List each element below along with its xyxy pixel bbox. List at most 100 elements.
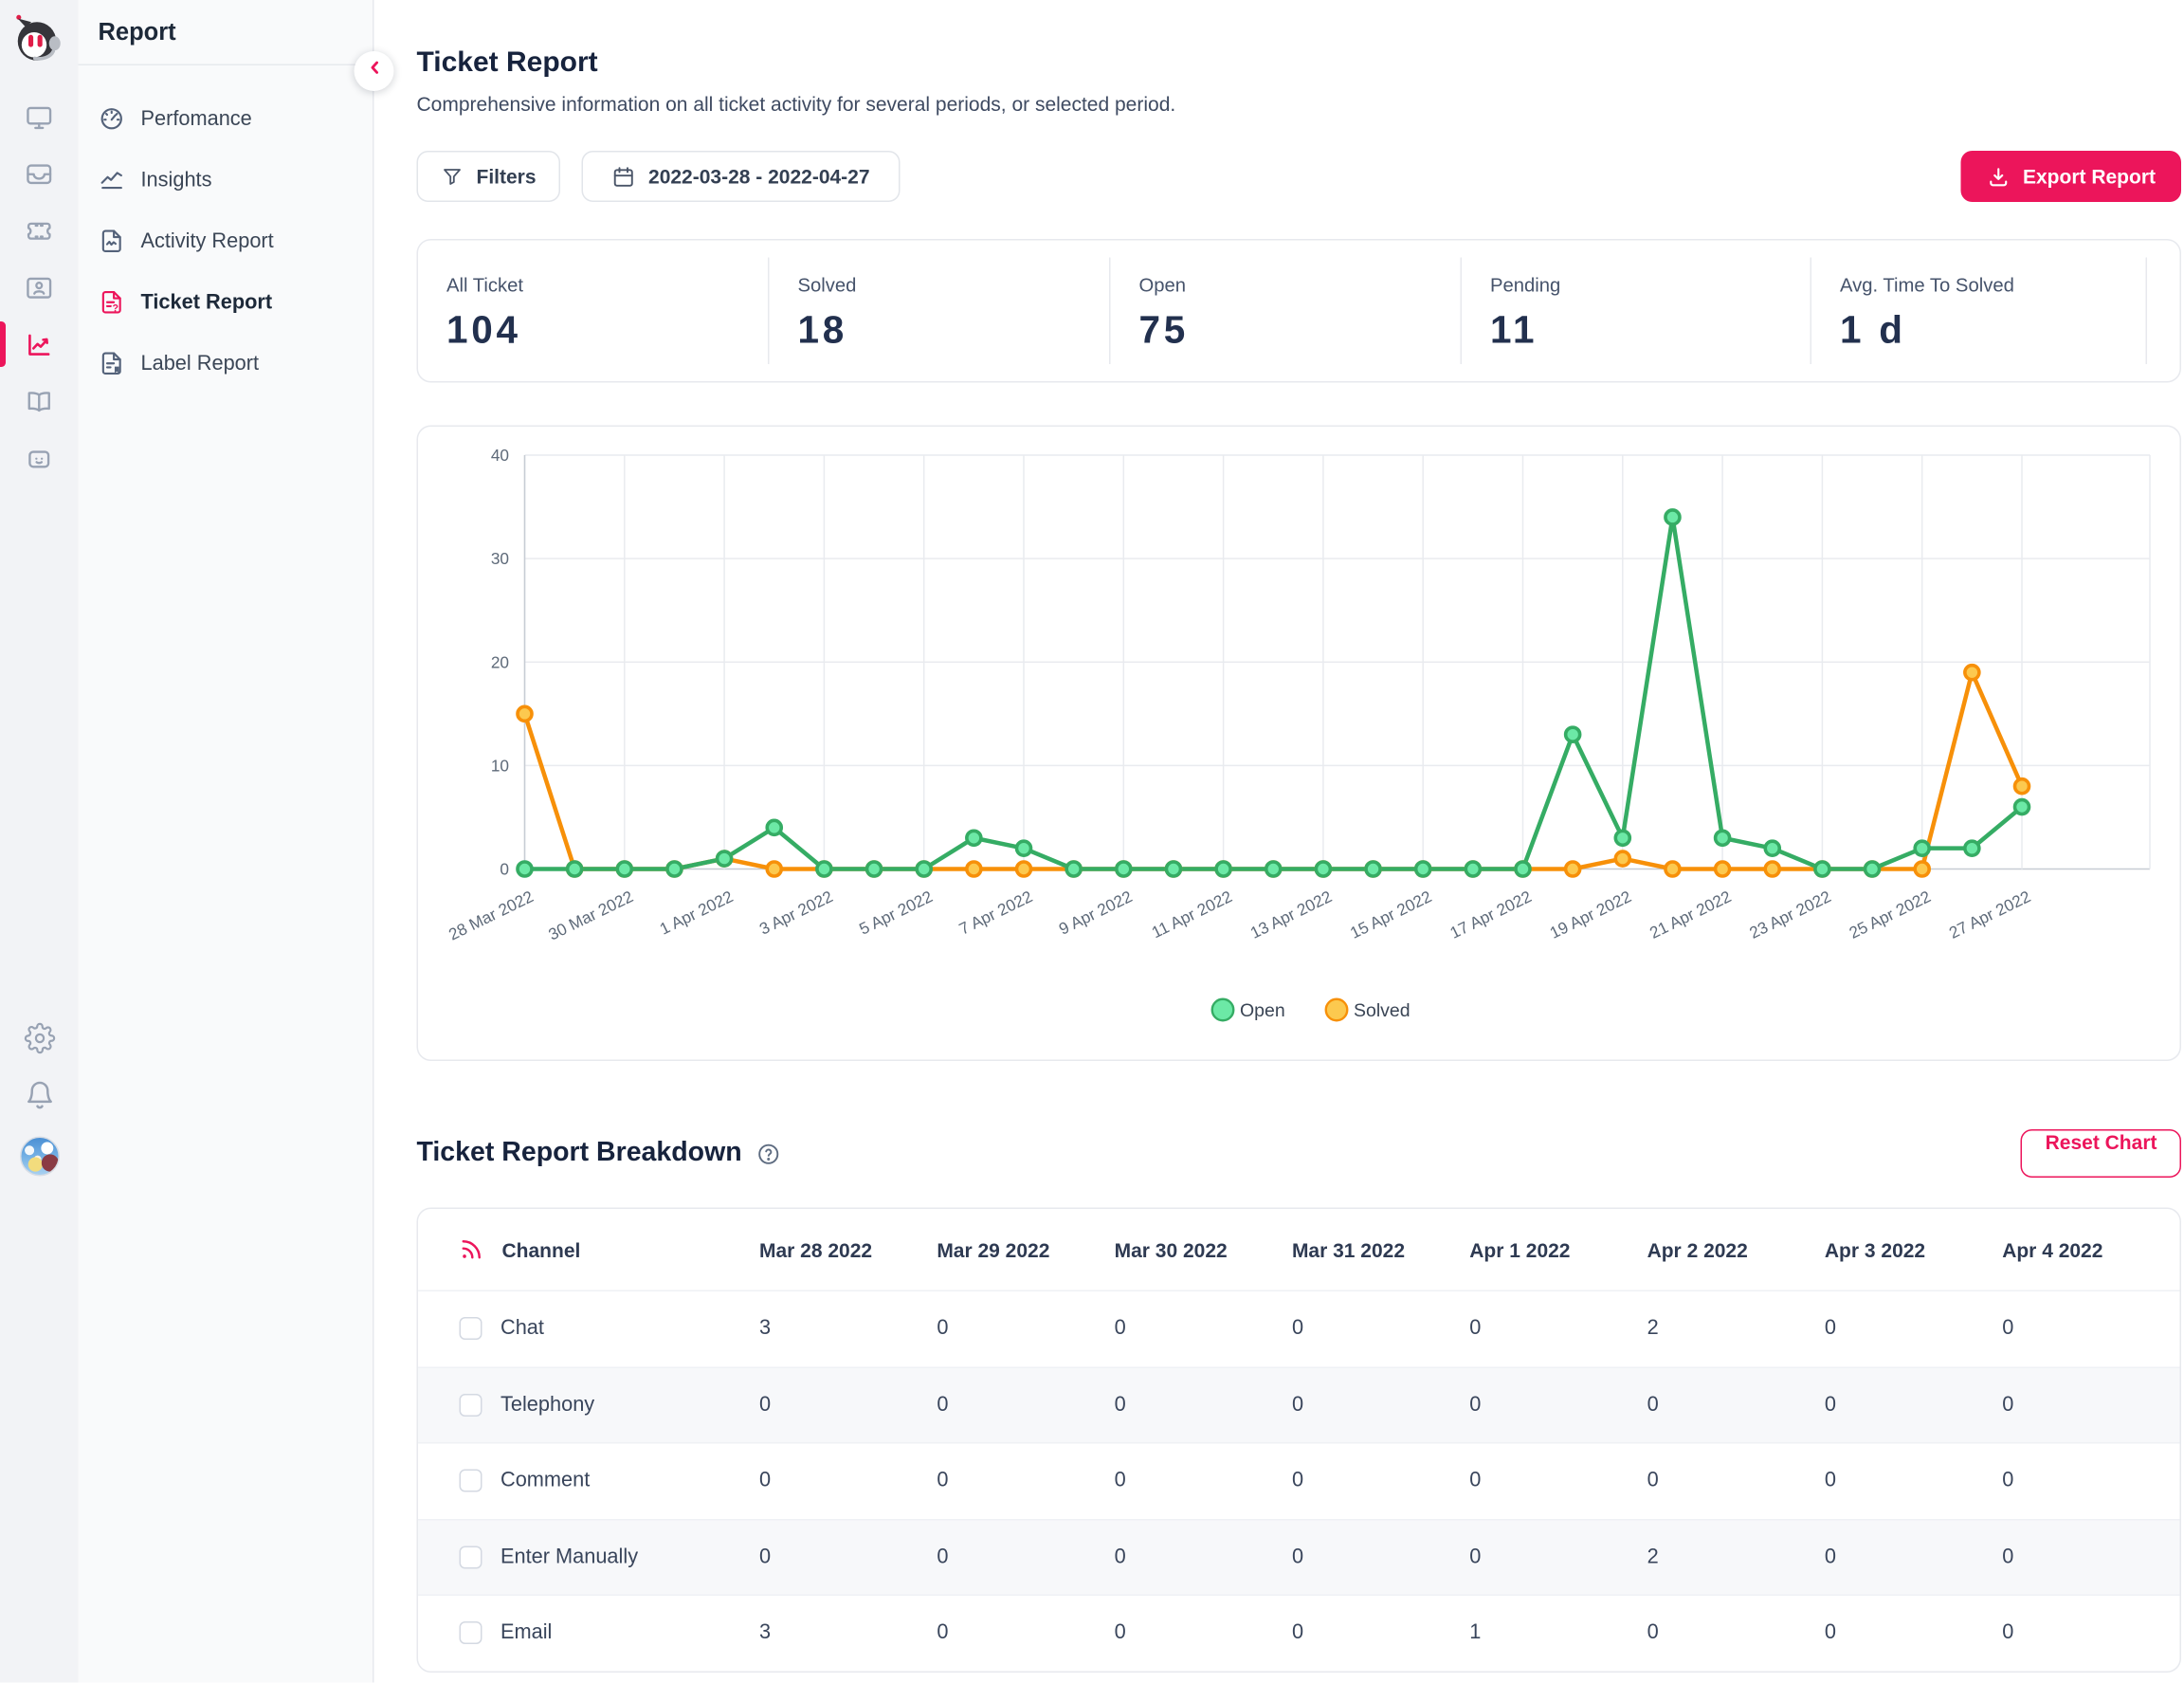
sidebar-item-activity-report[interactable]: Activity Report	[79, 210, 373, 272]
svg-text:15 Apr 2022: 15 Apr 2022	[1347, 887, 1434, 942]
rail-items	[0, 88, 79, 486]
svg-text:28 Mar 2022: 28 Mar 2022	[446, 887, 537, 943]
value-cell: 0	[1469, 1470, 1647, 1492]
rail-item-monitor[interactable]	[0, 88, 79, 145]
user-avatar[interactable]	[19, 1137, 59, 1177]
svg-text:5 Apr 2022: 5 Apr 2022	[856, 887, 936, 939]
gear-icon	[24, 1023, 55, 1054]
export-report-button[interactable]: Export Report	[1960, 151, 2181, 202]
value-cell: 0	[1647, 1621, 1825, 1644]
sidebar-item-perfomance[interactable]: Perfomance	[79, 88, 373, 150]
value-cell: 0	[2002, 1546, 2179, 1568]
bot-face-icon	[25, 443, 55, 473]
table-row-enter-manually: Enter Manually00000200	[418, 1518, 2180, 1594]
solved-series-line	[525, 672, 2023, 869]
inbox-icon	[25, 158, 55, 189]
value-cell: 0	[1115, 1394, 1292, 1417]
rail-item-line-chart[interactable]	[0, 316, 79, 373]
value-cell: 0	[1825, 1394, 2002, 1417]
channel-label: Telephony	[500, 1394, 594, 1417]
svg-text:21 Apr 2022: 21 Apr 2022	[1647, 887, 1734, 942]
row-checkbox[interactable]	[460, 1621, 482, 1644]
value-cell: 0	[937, 1621, 1114, 1644]
row-checkbox[interactable]	[460, 1546, 482, 1568]
filters-label: Filters	[477, 165, 537, 188]
row-checkbox[interactable]	[460, 1470, 482, 1492]
insights-icon	[99, 167, 126, 194]
svg-text:30 Mar 2022: 30 Mar 2022	[545, 887, 636, 943]
column-header-date: Apr 3 2022	[1825, 1238, 2002, 1261]
app-window: Report PerfomanceInsightsActivity Report…	[0, 0, 2184, 1683]
column-header-date: Mar 29 2022	[937, 1238, 1114, 1261]
value-cell: 0	[1292, 1546, 1469, 1568]
sidebar-item-ticket-report[interactable]: ?Ticket Report	[79, 272, 373, 334]
value-cell: 0	[1469, 1546, 1647, 1568]
sidebar-item-label-report[interactable]: Label Report	[79, 333, 373, 394]
svg-text:1 Apr 2022: 1 Apr 2022	[657, 887, 737, 939]
legend-item-open[interactable]: Open	[1212, 999, 1285, 1021]
sidebar-collapse-button[interactable]	[355, 51, 394, 91]
svg-text:27 Apr 2022: 27 Apr 2022	[1946, 887, 2033, 942]
sidebar-menu: PerfomanceInsightsActivity Report?Ticket…	[79, 65, 373, 394]
row-checkbox[interactable]	[460, 1394, 482, 1417]
value-cell: 0	[1825, 1546, 2002, 1568]
rail-item-bot-face[interactable]	[0, 430, 79, 486]
breakdown-table: ChannelMar 28 2022Mar 29 2022Mar 30 2022…	[417, 1208, 2182, 1673]
svg-text:?: ?	[112, 302, 118, 314]
svg-text:20: 20	[491, 652, 509, 671]
value-cell: 0	[2002, 1621, 2179, 1644]
channel-cell: Chat	[418, 1317, 759, 1340]
app-logo[interactable]	[11, 13, 65, 73]
svg-text:3 Apr 2022: 3 Apr 2022	[756, 887, 836, 939]
stat-avg-time-to-solved: Avg. Time To Solved 1 d	[1811, 241, 2147, 382]
rail-item-inbox[interactable]	[0, 145, 79, 202]
rail-item-bell[interactable]	[0, 1067, 79, 1124]
svg-text:40: 40	[491, 446, 509, 465]
stats-card: All Ticket104Solved18Open75Pending11Avg.…	[417, 239, 2182, 383]
legend-item-solved[interactable]: Solved	[1326, 999, 1410, 1021]
filters-button[interactable]: Filters	[417, 151, 561, 202]
rail-item-contact-card[interactable]	[0, 259, 79, 316]
value-cell: 0	[1115, 1546, 1292, 1568]
stat-value: 1 d	[1840, 309, 2147, 354]
stat-label: Pending	[1490, 275, 1811, 297]
date-range-value: 2022-03-28 - 2022-04-27	[648, 165, 870, 188]
rail-bottom	[0, 1010, 79, 1177]
channel-cell: Comment	[418, 1470, 759, 1492]
channel-cell: Enter Manually	[418, 1546, 759, 1568]
date-range-button[interactable]: 2022-03-28 - 2022-04-27	[582, 151, 901, 202]
value-cell: 0	[759, 1546, 937, 1568]
channel-label: Enter Manually	[500, 1546, 638, 1568]
reset-chart-button[interactable]: Reset Chart	[2021, 1129, 2181, 1178]
column-header-date: Mar 30 2022	[1115, 1238, 1292, 1261]
stat-value: 104	[446, 309, 770, 354]
value-cell: 0	[759, 1394, 937, 1417]
page-title: Ticket Report	[417, 47, 2182, 81]
row-checkbox[interactable]	[460, 1317, 482, 1340]
stat-value: 75	[1139, 309, 1463, 354]
value-cell: 0	[1115, 1470, 1292, 1492]
stat-solved: Solved18	[770, 241, 1111, 382]
ticket-report-chart[interactable]: 01020304028 Mar 202230 Mar 20221 Apr 202…	[418, 427, 2181, 1060]
rail-item-ticket[interactable]	[0, 202, 79, 259]
help-icon[interactable]	[756, 1142, 781, 1166]
value-cell: 0	[2002, 1394, 2179, 1417]
column-header-date: Apr 2 2022	[1647, 1238, 1825, 1261]
value-cell: 0	[937, 1394, 1114, 1417]
value-cell: 0	[759, 1470, 937, 1492]
rail-item-book[interactable]	[0, 373, 79, 430]
value-cell: 1	[1469, 1621, 1647, 1644]
svg-text:30: 30	[491, 549, 509, 568]
gauge-icon	[99, 105, 126, 133]
stat-label: All Ticket	[446, 275, 770, 297]
value-cell: 0	[937, 1470, 1114, 1492]
active-indicator	[0, 321, 5, 367]
table-row-telephony: Telephony00000000	[418, 1366, 2180, 1442]
monitor-icon	[25, 101, 55, 132]
value-cell: 0	[1115, 1621, 1292, 1644]
svg-text:13 Apr 2022: 13 Apr 2022	[1247, 887, 1335, 942]
rail-item-gear[interactable]	[0, 1010, 79, 1067]
stat-label: Avg. Time To Solved	[1840, 275, 2147, 297]
icon-rail	[0, 0, 79, 1683]
sidebar-item-insights[interactable]: Insights	[79, 150, 373, 211]
